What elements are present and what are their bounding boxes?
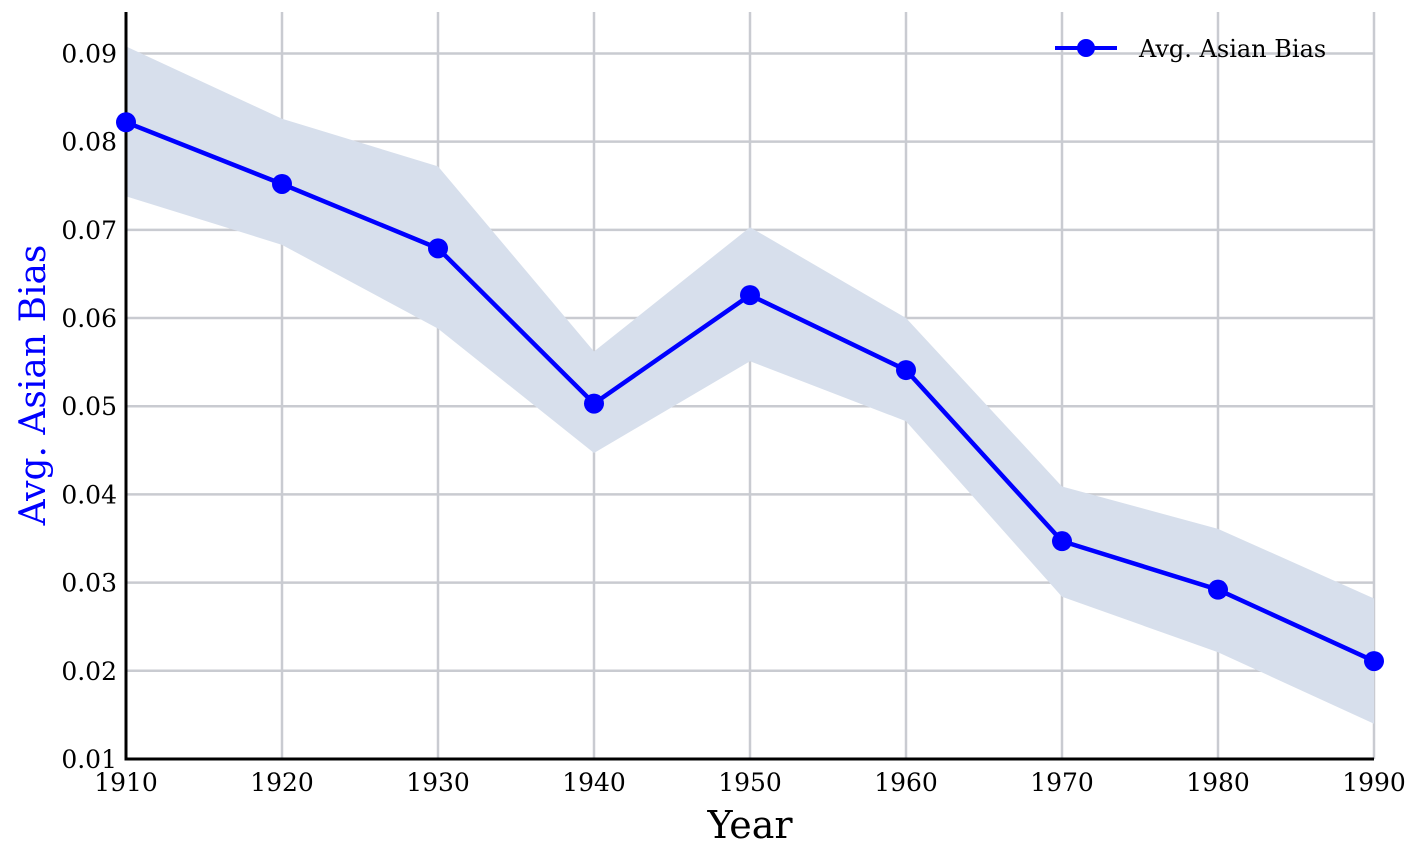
data-point bbox=[1052, 531, 1072, 552]
data-point bbox=[428, 238, 448, 259]
y-tick-label: 0.02 bbox=[61, 657, 117, 686]
data-point bbox=[896, 360, 916, 381]
data-point bbox=[272, 173, 292, 194]
x-tick-label: 1920 bbox=[250, 768, 314, 797]
confidence-band-layer bbox=[126, 46, 1374, 724]
legend-marker-swatch bbox=[1077, 39, 1095, 57]
legend: Avg. Asian Bias bbox=[1055, 35, 1326, 63]
legend-label: Avg. Asian Bias bbox=[1138, 35, 1326, 63]
tick-labels: 1910 1920 1930 1940 1950 1960 1970 1980 1990 0.01… bbox=[61, 39, 1405, 797]
y-tick-label: 0.06 bbox=[61, 304, 117, 333]
y-tick-label: 0.07 bbox=[61, 216, 117, 245]
x-tick-label: 1930 bbox=[406, 768, 470, 797]
confidence-band bbox=[126, 46, 1374, 724]
series-points-layer bbox=[116, 112, 1384, 672]
x-tick-label: 1950 bbox=[718, 768, 782, 797]
axes bbox=[124, 12, 1374, 761]
x-tick-label: 1940 bbox=[562, 768, 626, 797]
data-point bbox=[1364, 651, 1384, 672]
x-tick-label: 1970 bbox=[1030, 768, 1094, 797]
y-tick-label: 0.01 bbox=[61, 745, 117, 774]
y-tick-label: 0.05 bbox=[61, 392, 117, 421]
x-axis-title: Year bbox=[706, 803, 793, 842]
x-tick-label: 1910 bbox=[94, 768, 158, 797]
y-tick-label: 0.08 bbox=[61, 128, 117, 157]
x-tick-label: 1960 bbox=[874, 768, 938, 797]
data-point bbox=[116, 112, 136, 133]
data-point bbox=[1208, 579, 1228, 600]
y-tick-label: 0.09 bbox=[61, 39, 117, 68]
y-tick-label: 0.03 bbox=[61, 569, 117, 598]
y-axis-title: Avg. Asian Bias bbox=[13, 245, 54, 527]
y-tick-label: 0.04 bbox=[61, 480, 117, 509]
data-point bbox=[584, 393, 604, 414]
grid bbox=[124, 12, 1376, 761]
x-tick-label: 1980 bbox=[1186, 768, 1250, 797]
x-tick-label: 1990 bbox=[1342, 768, 1406, 797]
data-point bbox=[740, 285, 760, 306]
